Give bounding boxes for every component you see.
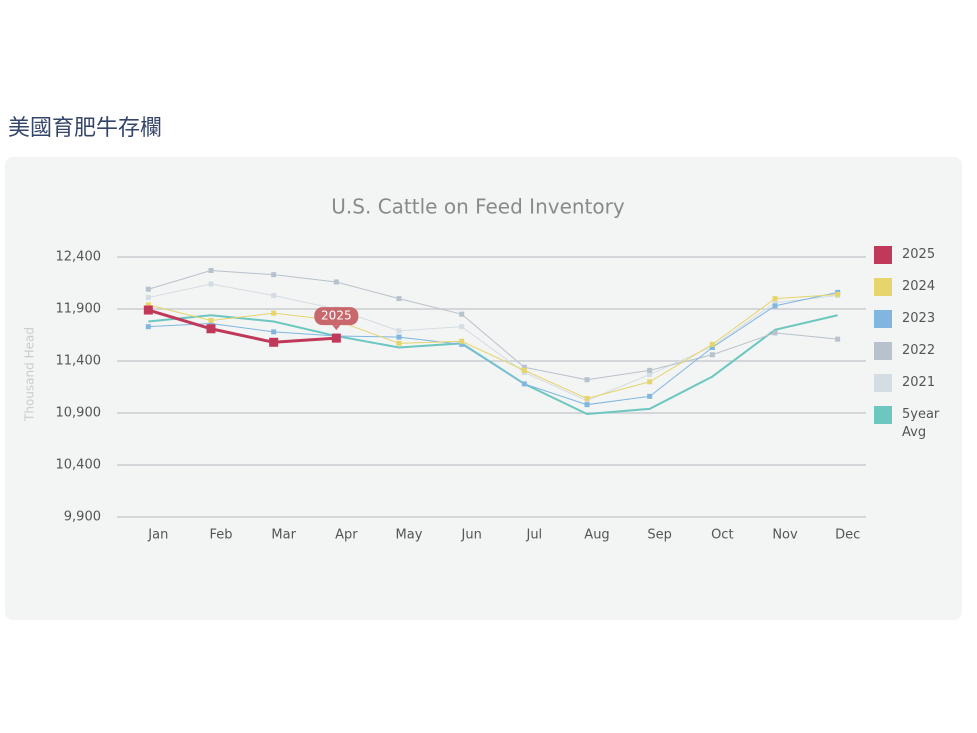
point-marker: [333, 279, 339, 285]
legend-swatch: [874, 310, 892, 328]
point-marker: [835, 291, 841, 297]
point-marker: [647, 393, 653, 399]
point-marker: [647, 379, 653, 385]
series-line: [147, 308, 337, 344]
y-tick-label: 10,400: [56, 458, 102, 473]
point-marker: [647, 372, 653, 378]
point-marker: [208, 317, 214, 323]
point-marker: [145, 302, 151, 308]
tooltip-label: 2025: [321, 309, 352, 323]
point-marker: [396, 296, 402, 302]
point-marker: [459, 311, 465, 317]
point-marker: [208, 281, 214, 287]
legend-swatch: [874, 246, 892, 264]
point-marker: [647, 367, 653, 373]
point-marker: [269, 337, 279, 347]
legend-item[interactable]: 2023: [874, 310, 944, 328]
tooltip-pointer: [332, 325, 341, 331]
chart-panel: [5, 157, 962, 620]
legend-item[interactable]: 2024: [874, 278, 944, 296]
y-tick-label: 9,900: [64, 510, 101, 525]
x-tick-label: Jan: [147, 528, 168, 543]
x-tick-label: Jun: [461, 528, 482, 543]
point-marker: [331, 333, 341, 343]
x-tick-label: Apr: [335, 528, 358, 543]
x-tick-label: Dec: [835, 528, 860, 543]
point-marker: [772, 296, 778, 302]
legend-label: 2021: [902, 375, 936, 390]
point-marker: [772, 300, 778, 306]
point-marker: [208, 268, 214, 274]
legend-swatch: [874, 374, 892, 392]
point-marker: [709, 341, 715, 347]
point-marker: [835, 336, 841, 342]
point-marker: [208, 321, 214, 327]
legend-item[interactable]: 5year Avg: [874, 406, 944, 442]
series-line: [148, 291, 838, 406]
point-marker: [459, 324, 465, 330]
x-tick-label: May: [396, 528, 423, 543]
legend-swatch: [874, 278, 892, 296]
chart-title: U.S. Cattle on Feed Inventory: [331, 195, 625, 219]
point-marker: [584, 377, 590, 383]
y-tick-label: 10,900: [56, 406, 102, 421]
point-marker: [709, 352, 715, 358]
point-marker: [396, 328, 402, 334]
point-marker: [584, 395, 590, 401]
point-marker: [521, 364, 527, 370]
point-marker: [145, 324, 151, 330]
point-marker: [459, 341, 465, 347]
legend-swatch: [874, 406, 892, 424]
point-marker: [772, 330, 778, 336]
point-marker: [145, 286, 151, 292]
legend-label: 2023: [902, 311, 936, 326]
page-title: 美國育肥牛存欄: [8, 116, 163, 141]
point-marker: [271, 272, 277, 278]
point-marker: [143, 305, 153, 315]
legend-item[interactable]: 2021: [874, 374, 944, 392]
point-marker: [145, 295, 151, 301]
legend-item[interactable]: 2022: [874, 342, 944, 360]
x-tick-label: Mar: [271, 528, 296, 543]
y-tick-label: 11,900: [56, 302, 102, 317]
legend-label: 2024: [902, 279, 936, 294]
series-line: [148, 283, 838, 402]
x-tick-label: Sep: [647, 528, 672, 543]
point-marker: [271, 329, 277, 335]
tooltip: 2025: [314, 307, 359, 331]
point-marker: [396, 340, 402, 346]
legend-item[interactable]: 2025: [874, 246, 944, 264]
x-tick-label: Oct: [711, 528, 733, 543]
legend-label: 2025: [902, 247, 936, 262]
point-marker: [206, 324, 216, 334]
legend-swatch: [874, 342, 892, 360]
x-tick-label: Feb: [209, 528, 232, 543]
y-axis-label: Thousand Head: [23, 327, 37, 422]
legend-label: 5year Avg: [902, 407, 940, 440]
series-line: [148, 293, 838, 399]
point-marker: [271, 310, 277, 316]
point-marker: [521, 381, 527, 387]
point-marker: [772, 303, 778, 309]
x-tick-label: Aug: [584, 528, 609, 543]
x-tick-label: Nov: [772, 528, 798, 543]
legend-label: 2022: [902, 343, 936, 358]
series-line: [148, 270, 838, 381]
point-marker: [709, 344, 715, 350]
legend: 2025 2024 2023 2022 2021 5year Avg: [874, 246, 944, 456]
point-marker: [521, 367, 527, 373]
x-tick-label: Jul: [525, 528, 542, 543]
point-marker: [584, 402, 590, 408]
point-marker: [271, 292, 277, 298]
y-tick-label: 12,400: [56, 250, 102, 265]
y-tick-label: 11,400: [56, 354, 102, 369]
point-marker: [396, 334, 402, 340]
point-marker: [459, 338, 465, 344]
tooltip-box: [314, 307, 359, 326]
